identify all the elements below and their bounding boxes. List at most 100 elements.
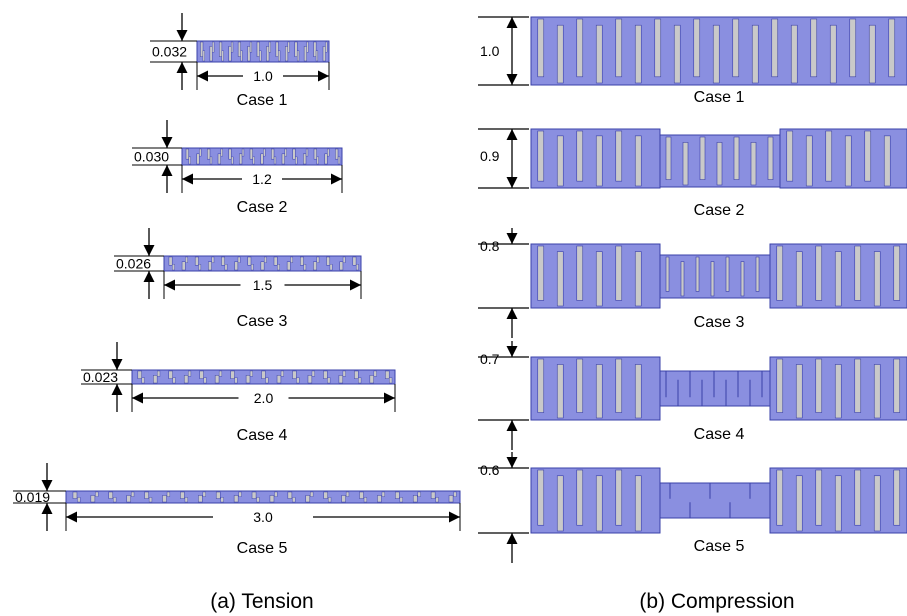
length-value: 1.2: [252, 171, 272, 187]
thickness-arrowhead-top: [41, 480, 53, 491]
cut-slit: [352, 256, 357, 266]
cut-slit: [237, 41, 241, 57]
cut-slit: [323, 491, 328, 499]
metamaterial-block: [659, 370, 771, 407]
cut-slit: [680, 261, 685, 297]
height-arrowhead-bottom: [506, 533, 518, 544]
cut-slit: [305, 148, 309, 157]
height-arrowhead-bottom: [506, 74, 518, 85]
cut-slit: [673, 24, 681, 84]
cut-slit: [750, 142, 757, 186]
cut-slit: [888, 18, 896, 78]
length-arrowhead-left: [132, 392, 143, 404]
length-arrowhead-right: [318, 70, 329, 82]
cut-slit: [168, 256, 173, 266]
cut-slit: [385, 370, 390, 379]
cut-slit: [665, 256, 670, 292]
cut-slit: [795, 364, 803, 419]
cut-slit: [273, 256, 278, 266]
cut-slit: [238, 491, 242, 497]
case-caption: Case 2: [237, 199, 288, 216]
cut-slit: [537, 130, 545, 182]
case-caption: Case 1: [694, 89, 745, 106]
height-value: 1.0: [480, 43, 500, 59]
cut-slit: [290, 256, 294, 263]
cut-slit: [322, 46, 326, 62]
cut-slit: [306, 41, 309, 53]
cut-slit: [260, 261, 265, 271]
cut-slit: [180, 491, 185, 499]
cut-slit: [199, 370, 204, 379]
cut-slit: [300, 256, 304, 266]
length-arrowhead-right: [350, 279, 361, 291]
cut-slit: [854, 469, 862, 526]
cut-slit: [231, 156, 234, 165]
cut-slit: [435, 497, 439, 503]
cut-slit: [77, 497, 81, 503]
cut-slit: [292, 370, 297, 379]
cut-slit: [237, 256, 241, 263]
thickness-arrowhead-bottom: [143, 271, 155, 282]
cut-slit: [245, 375, 251, 384]
cut-slit: [849, 18, 857, 78]
cut-slit: [241, 148, 245, 157]
cut-slit: [266, 46, 270, 62]
height-arrowhead-top: [506, 457, 518, 468]
cut-slit: [131, 491, 135, 497]
cut-slit: [576, 469, 584, 526]
cut-slit: [556, 24, 564, 84]
cut-slit: [168, 370, 173, 379]
cut-slit: [854, 245, 862, 301]
thickness-arrowhead-bottom: [41, 503, 53, 514]
cut-slit: [265, 377, 269, 384]
cut-slit: [287, 41, 290, 53]
cut-slit: [576, 130, 584, 182]
cut-slit: [733, 136, 740, 180]
cut-slit: [153, 375, 158, 384]
cut-slit: [316, 156, 319, 165]
tension-case-4: 0.023 2.0 Case 4: [81, 342, 396, 444]
cut-slit: [276, 375, 282, 384]
cut-slit: [280, 370, 284, 377]
thickness-value: 0.030: [134, 149, 169, 165]
cut-slit: [834, 475, 842, 532]
cut-slit: [776, 245, 784, 301]
height-arrowhead-bottom: [506, 308, 518, 319]
cut-slit: [199, 148, 202, 157]
cut-slit: [108, 491, 114, 499]
cut-slit: [873, 475, 881, 532]
cut-slit: [256, 41, 260, 57]
height-value: 0.6: [480, 462, 500, 478]
length-arrowhead-right: [384, 392, 395, 404]
thickness-arrowhead-top: [161, 137, 173, 148]
cut-slit: [172, 264, 175, 271]
cut-slit: [294, 41, 298, 57]
cut-slit: [230, 370, 235, 379]
cut-slit: [286, 261, 291, 271]
cut-slit: [264, 256, 267, 263]
cut-slit: [815, 469, 823, 526]
cut-slit: [233, 495, 239, 503]
cut-slit: [359, 491, 364, 499]
cut-slit: [776, 469, 784, 526]
cut-slit: [250, 264, 254, 271]
cut-slit: [202, 491, 206, 497]
cut-slit: [327, 148, 330, 157]
metamaterial-block: [659, 482, 771, 519]
cut-slit: [615, 245, 623, 301]
cut-slit: [203, 377, 207, 384]
thickness-arrowhead-bottom: [161, 165, 173, 176]
cut-slit: [844, 135, 852, 187]
thickness-value: 0.023: [83, 369, 118, 385]
cut-slit: [634, 251, 642, 307]
compression-panel-label: (b) Compression: [639, 590, 794, 613]
cut-slit: [834, 251, 842, 307]
case-caption: Case 3: [237, 313, 288, 330]
thickness-arrowhead-top: [143, 245, 155, 256]
cut-slit: [251, 491, 257, 499]
tension-case-1: 0.032 1.0 Case 1: [150, 13, 330, 109]
cut-slit: [113, 497, 117, 503]
cut-slit: [212, 41, 215, 53]
cut-slit: [790, 24, 798, 84]
cut-slit: [313, 148, 317, 160]
